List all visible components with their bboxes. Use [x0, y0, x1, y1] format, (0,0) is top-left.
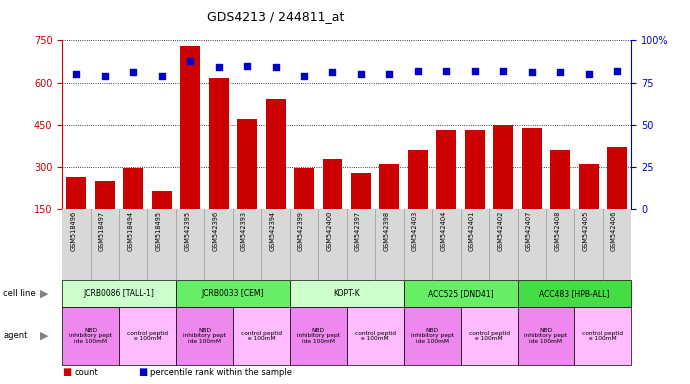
Point	[213, 64, 224, 70]
Text: control peptid
e 100mM: control peptid e 100mM	[582, 331, 623, 341]
Text: control peptid
e 100mM: control peptid e 100mM	[127, 331, 168, 341]
Text: ACC525 [DND41]: ACC525 [DND41]	[428, 289, 493, 298]
Text: cell line: cell line	[3, 289, 36, 298]
Text: NBD
inhibitory pept
ide 100mM: NBD inhibitory pept ide 100mM	[297, 328, 339, 344]
Bar	[237, 119, 257, 252]
Text: percentile rank within the sample: percentile rank within the sample	[150, 368, 293, 377]
Text: GSM542399: GSM542399	[298, 211, 304, 251]
Text: GSM542408: GSM542408	[554, 211, 560, 251]
Text: control peptid
e 100mM: control peptid e 100mM	[469, 331, 509, 341]
Point	[555, 70, 566, 76]
Text: count: count	[75, 368, 98, 377]
Text: ▶: ▶	[40, 289, 48, 299]
Bar	[607, 147, 627, 252]
Text: GSM542405: GSM542405	[582, 211, 589, 251]
Text: GSM518496: GSM518496	[70, 211, 77, 251]
Bar	[322, 159, 342, 252]
Bar	[95, 181, 115, 252]
Text: control peptid
e 100mM: control peptid e 100mM	[355, 331, 395, 341]
Bar	[152, 191, 172, 252]
Text: GSM542407: GSM542407	[526, 211, 532, 251]
Point	[611, 68, 622, 74]
Point	[128, 70, 139, 76]
Text: KOPT-K: KOPT-K	[333, 289, 360, 298]
Point	[583, 71, 594, 77]
Point	[441, 68, 452, 74]
Point	[384, 71, 395, 77]
Point	[299, 73, 310, 79]
Text: GSM542400: GSM542400	[326, 211, 333, 251]
Bar	[436, 131, 456, 252]
Text: GSM542402: GSM542402	[497, 211, 503, 251]
Text: GSM542403: GSM542403	[412, 211, 418, 251]
Text: GDS4213 / 244811_at: GDS4213 / 244811_at	[207, 10, 344, 23]
Text: ■: ■	[138, 367, 147, 377]
Text: GSM542393: GSM542393	[241, 211, 247, 251]
Bar	[380, 164, 400, 252]
Text: NBD
inhibitory pept
ide 100mM: NBD inhibitory pept ide 100mM	[183, 328, 226, 344]
Bar	[124, 169, 144, 252]
Text: ■: ■	[62, 367, 71, 377]
Point	[270, 64, 281, 70]
Text: GSM542396: GSM542396	[213, 211, 219, 251]
Text: GSM518495: GSM518495	[156, 211, 161, 251]
Point	[71, 71, 82, 77]
Bar	[266, 99, 286, 252]
Text: ACC483 [HPB-ALL]: ACC483 [HPB-ALL]	[540, 289, 609, 298]
Bar	[493, 125, 513, 252]
Text: NBD
inhibitory pept
ide 100mM: NBD inhibitory pept ide 100mM	[69, 328, 112, 344]
Text: GSM542397: GSM542397	[355, 211, 361, 251]
Bar	[294, 169, 314, 252]
Bar	[408, 150, 428, 252]
Text: agent: agent	[3, 331, 28, 341]
Bar	[579, 164, 599, 252]
Text: GSM542401: GSM542401	[469, 211, 475, 251]
Point	[241, 63, 253, 69]
Text: NBD
inhibitory pept
ide 100mM: NBD inhibitory pept ide 100mM	[524, 328, 567, 344]
Text: GSM518497: GSM518497	[99, 211, 105, 251]
Bar	[180, 46, 200, 252]
Point	[413, 68, 424, 74]
Text: JCRB0033 [CEM]: JCRB0033 [CEM]	[201, 289, 264, 298]
Text: GSM542404: GSM542404	[440, 211, 446, 251]
Point	[469, 68, 480, 74]
Point	[497, 68, 509, 74]
Bar	[465, 131, 485, 252]
Text: GSM542395: GSM542395	[184, 211, 190, 251]
Text: GSM542398: GSM542398	[384, 211, 389, 251]
Text: ▶: ▶	[40, 331, 48, 341]
Point	[355, 71, 366, 77]
Bar	[351, 173, 371, 252]
Bar	[522, 127, 542, 252]
Point	[99, 73, 110, 79]
Point	[156, 73, 167, 79]
Text: JCRB0086 [TALL-1]: JCRB0086 [TALL-1]	[83, 289, 155, 298]
Text: GSM542406: GSM542406	[611, 211, 617, 251]
Text: NBD
inhibitory pept
ide 100mM: NBD inhibitory pept ide 100mM	[411, 328, 453, 344]
Point	[185, 58, 196, 64]
Text: GSM518494: GSM518494	[127, 211, 133, 251]
Text: GSM542394: GSM542394	[270, 211, 275, 251]
Bar	[66, 177, 86, 252]
Point	[526, 70, 538, 76]
Text: control peptid
e 100mM: control peptid e 100mM	[241, 331, 282, 341]
Bar	[550, 150, 570, 252]
Point	[327, 70, 338, 76]
Bar	[208, 78, 228, 252]
